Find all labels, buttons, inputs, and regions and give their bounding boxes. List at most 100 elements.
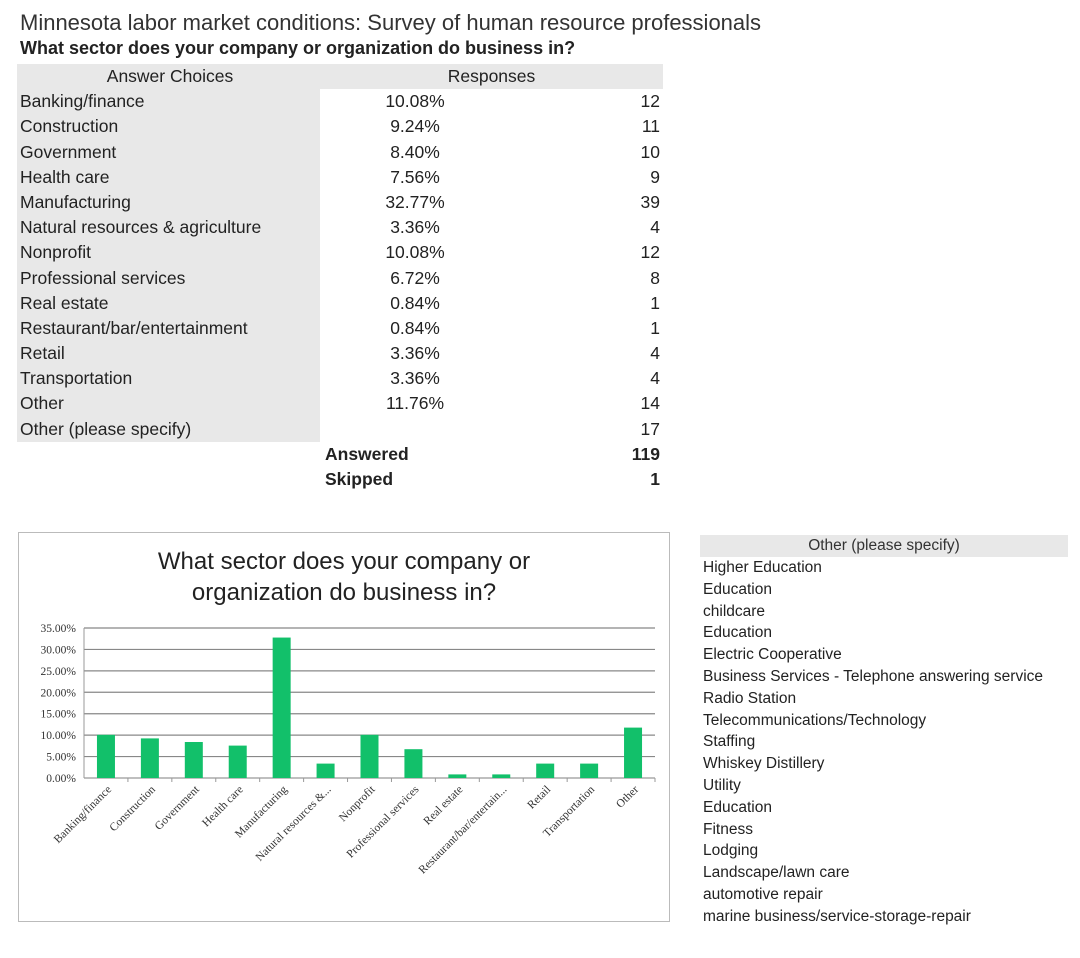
y-tick-label: 35.00% — [41, 623, 77, 635]
answer-choice: Restaurant/bar/entertainment — [17, 315, 320, 342]
y-tick-label: 5.00% — [46, 752, 76, 764]
skipped-row: Skipped 1 — [17, 467, 663, 492]
response-percent — [320, 417, 490, 442]
other-specify-item: childcare — [703, 602, 766, 620]
response-count: 4 — [650, 368, 660, 389]
y-tick-label: 25.00% — [41, 666, 77, 678]
chart-title-line-2: organization do business in? — [192, 579, 496, 606]
answer-choice: Natural resources & agriculture — [17, 215, 320, 241]
y-tick-label: 15.00% — [41, 709, 77, 721]
response-percent: 0.84% — [390, 317, 440, 338]
response-percent: 3.36% — [390, 368, 440, 389]
other-specify-item: Telecommunications/Technology — [703, 711, 927, 729]
response-percent: 9.24% — [390, 116, 440, 137]
answer-choice: Manufacturing — [17, 189, 320, 216]
x-tick-label: Natural resources &... — [254, 784, 334, 864]
response-percent: 10.08% — [385, 242, 445, 263]
page-title: Minnesota labor market conditions: Surve… — [20, 10, 762, 35]
other-specify-item: Education — [703, 798, 772, 816]
other-specify-item: Lodging — [703, 842, 759, 860]
other-specify-item: Staffing — [703, 733, 756, 751]
table-row: Banking/finance 10.08% 12 — [17, 89, 663, 115]
response-percent: 8.40% — [390, 141, 440, 162]
table-row: Government 8.40% 10 — [17, 139, 663, 165]
response-count: 9 — [650, 166, 660, 187]
table-row: Nonprofit 10.08% 12 — [17, 240, 663, 266]
bar — [184, 742, 203, 778]
chart-title-line-1: What sector does your company or — [158, 548, 530, 575]
answered-label: Answered — [325, 443, 409, 464]
response-count: 4 — [650, 343, 660, 364]
bar — [316, 763, 335, 778]
other-specify-item: Landscape/lawn care — [703, 864, 850, 882]
response-count: 10 — [640, 141, 660, 162]
x-tick-label: Professional services — [345, 783, 422, 860]
table-row: Health care 7.56% 9 — [17, 164, 663, 190]
bar — [624, 727, 643, 778]
question-heading: What sector does your company or organiz… — [20, 38, 576, 58]
answer-choice: Banking/finance — [17, 89, 320, 115]
bar — [580, 763, 599, 778]
response-count: 4 — [650, 217, 660, 238]
bar — [404, 749, 423, 778]
table-row: Professional services 6.72% 8 — [17, 265, 663, 291]
response-count: 12 — [640, 91, 660, 112]
answer-choice: Transportation — [17, 366, 320, 392]
x-tick-label: Other — [614, 784, 641, 811]
table-row: Transportation 3.36% 4 — [17, 366, 663, 392]
other-specify-item: Education — [703, 624, 772, 642]
other-specify-header: Other (please specify) — [700, 535, 1068, 557]
answer-choice: Retail — [17, 341, 320, 367]
bar-chart: What sector does your company or organiz… — [41, 548, 656, 877]
y-tick-label: 0.00% — [46, 773, 76, 785]
chart-container: What sector does your company or organiz… — [18, 532, 670, 922]
other-specify-item: Higher Education — [703, 559, 822, 576]
x-tick-label: Nonprofit — [337, 783, 378, 824]
table-header: Answer Choices Responses — [17, 64, 663, 90]
response-percent: 0.84% — [390, 292, 440, 313]
skipped-label: Skipped — [325, 469, 394, 489]
y-tick-label: 10.00% — [41, 730, 77, 742]
response-count: 17 — [640, 418, 660, 439]
table-row: Natural resources & agriculture 3.36% 4 — [17, 215, 663, 241]
table-row: Real estate 0.84% 1 — [17, 290, 663, 316]
other-specify-item: Radio Station — [703, 689, 797, 707]
other-specify-item: Whiskey Distillery — [703, 755, 825, 773]
bar — [448, 774, 467, 778]
response-percent: 3.36% — [390, 343, 440, 364]
x-tick-label: Restaurant/bar/entertain... — [417, 784, 510, 877]
table-row: Retail 3.36% 4 — [17, 341, 663, 367]
answer-choice: Professional services — [17, 265, 320, 291]
other-specify-item: Education — [703, 580, 772, 598]
bar — [140, 738, 159, 778]
response-percent: 3.36% — [390, 217, 440, 238]
other-specify-item: Fitness — [703, 820, 753, 838]
other-specify-item: Electric Cooperative — [703, 646, 842, 664]
response-count: 11 — [641, 116, 660, 137]
response-percent: 32.77% — [385, 191, 445, 212]
table-row: Other (please specify) 17 — [17, 416, 663, 442]
response-percent: 10.08% — [385, 91, 445, 112]
response-percent: 7.56% — [390, 166, 440, 187]
bar — [492, 774, 511, 778]
response-percent: 6.72% — [390, 267, 440, 288]
x-tick-label: Construction — [108, 783, 159, 834]
answer-choice: Other — [17, 391, 320, 417]
answer-choice: Other (please specify) — [17, 416, 320, 442]
x-tick-label: Banking/finance — [52, 784, 114, 846]
other-specify-list: Other (please specify) Higher Education E… — [700, 535, 1068, 928]
skipped-value: 1 — [650, 469, 660, 489]
col-answer-choices: Answer Choices — [17, 64, 320, 90]
bar — [272, 637, 291, 778]
bar — [228, 745, 247, 778]
responses-table: Answer Choices Responses Banking/finance… — [17, 64, 663, 492]
table-row: Construction 9.24% 11 — [17, 114, 663, 140]
response-count: 14 — [640, 393, 660, 414]
table-row: Other 11.76% 14 — [17, 391, 663, 417]
y-tick-label: 20.00% — [41, 687, 77, 699]
table-row: Manufacturing 32.77% 39 — [17, 189, 663, 216]
answer-choice: Government — [17, 139, 320, 165]
bar — [96, 734, 115, 778]
x-tick-label: Government — [153, 783, 203, 833]
answered-row: Answered 119 — [17, 442, 663, 467]
